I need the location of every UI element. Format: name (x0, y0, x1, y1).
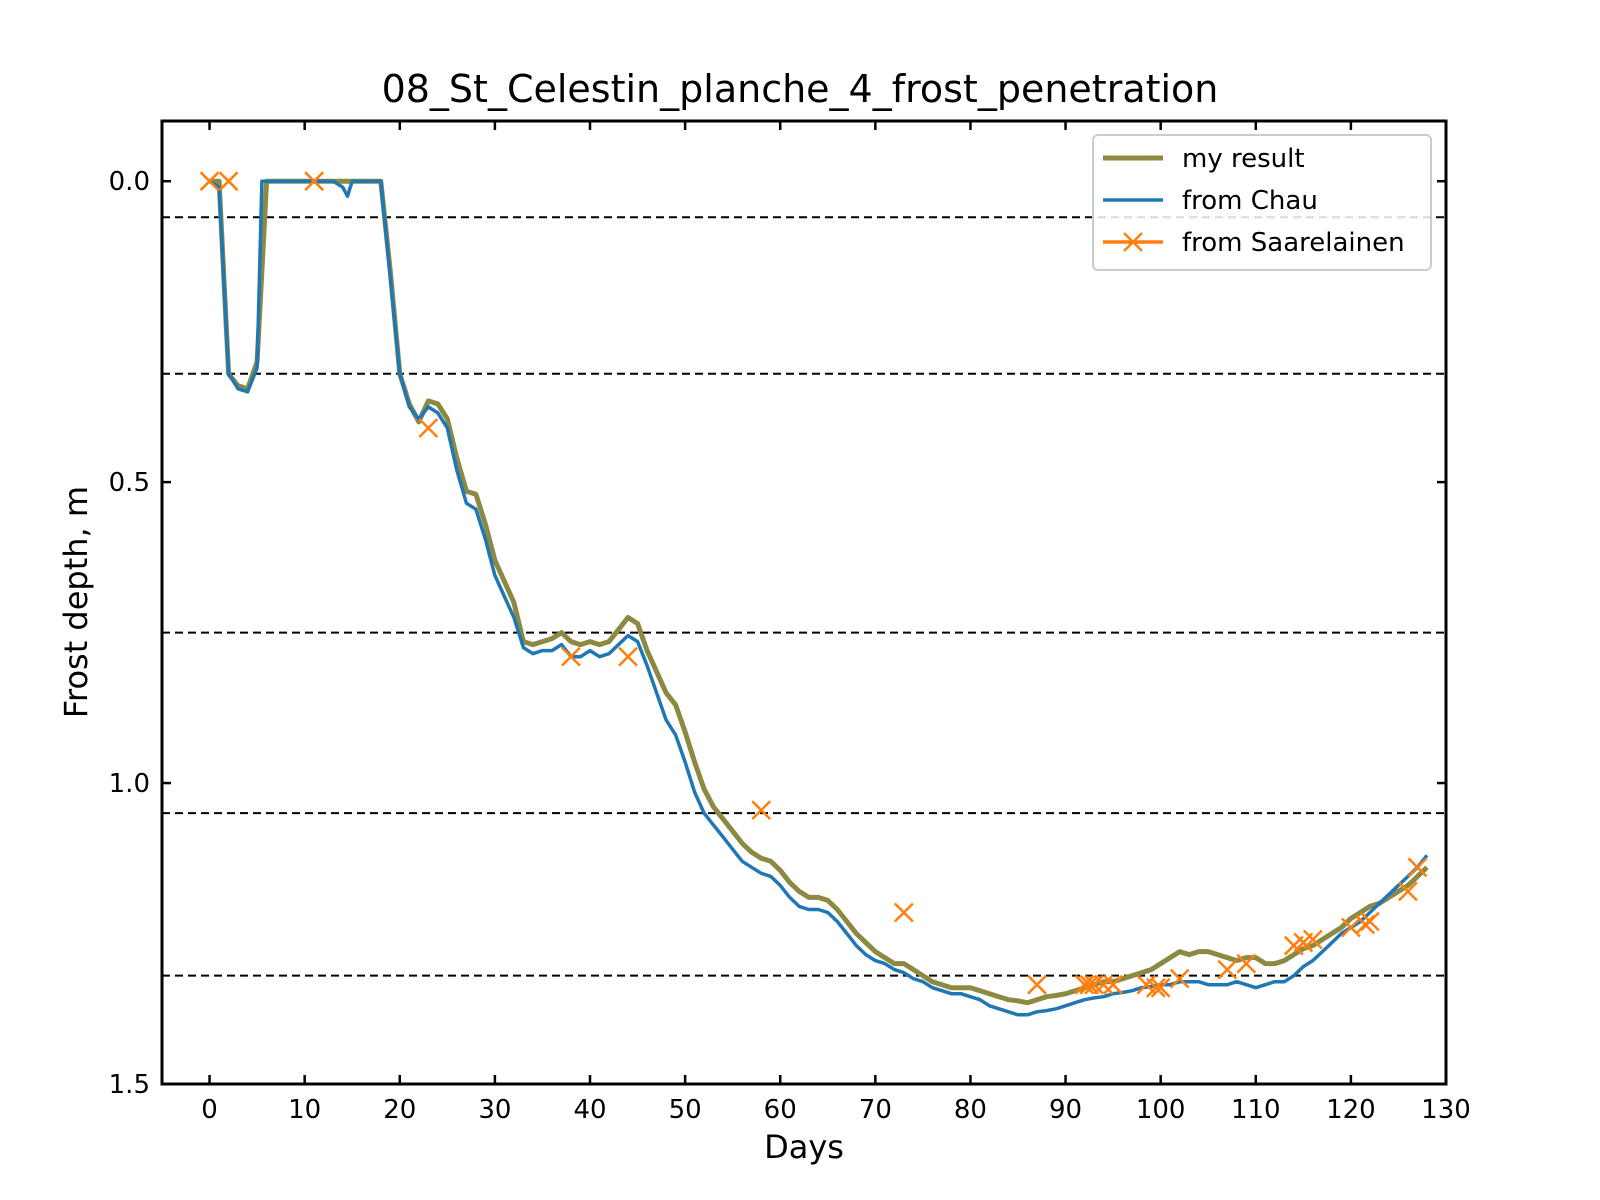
marker-stroke (1146, 977, 1166, 998)
legend-marker-from-saarelainen (1123, 232, 1143, 252)
series-line-from-chau (208, 179, 1429, 1017)
series-point-from-saarelainen (1360, 911, 1380, 932)
marker-stroke (893, 902, 914, 923)
marker-stroke (1360, 911, 1380, 932)
marker-stroke (1169, 968, 1190, 989)
x-tick-label: 30 (478, 1095, 511, 1125)
x-tick-label: 40 (573, 1095, 606, 1125)
x-tick-label: 110 (1231, 1095, 1281, 1125)
marker-stroke (618, 646, 638, 667)
marker-stroke (1027, 974, 1047, 995)
marker-stroke (1123, 232, 1143, 252)
legend-label-my-result: my result (1182, 144, 1305, 174)
legend-box (1092, 134, 1432, 271)
series-point-from-saarelainen (1027, 974, 1047, 995)
marker-stroke (1079, 974, 1100, 995)
marker-stroke (1103, 974, 1123, 995)
series-point-from-saarelainen (751, 800, 772, 821)
legend-label-from-chau: from Chau (1182, 186, 1318, 216)
series-point-from-saarelainen (218, 171, 239, 192)
series-point-from-saarelainen (1084, 974, 1104, 995)
x-tick-label: 60 (764, 1095, 797, 1125)
series-point-from-saarelainen (1302, 929, 1323, 950)
series-layer (199, 171, 1429, 1017)
chart-title: 08_St_Celestin_planche_4_frost_penetrati… (382, 67, 1219, 111)
legend-items: my result from Chau from Saarelainen (1103, 144, 1405, 258)
legend: my result from Chau from Saarelainen (1092, 134, 1432, 271)
marker-stroke (1407, 857, 1428, 878)
series-point-from-saarelainen (1169, 968, 1190, 989)
marker-stroke (1302, 929, 1323, 950)
x-tick-label: 50 (669, 1095, 702, 1125)
series-point-from-saarelainen (893, 902, 914, 923)
x-tick-label: 0 (201, 1095, 218, 1125)
marker-stroke (304, 171, 325, 192)
series-point-from-saarelainen (1407, 857, 1428, 878)
marker-stroke (1217, 959, 1238, 980)
x-tick-label: 90 (1049, 1095, 1082, 1125)
marker-stroke (1074, 974, 1095, 995)
series-point-from-saarelainen (1074, 974, 1095, 995)
y-axis-ticks: 0.0 0.5 1.0 1.5 (109, 167, 1446, 1100)
marker-stroke (1084, 974, 1104, 995)
marker-stroke (561, 646, 581, 667)
plot-frame (160, 119, 1448, 1086)
marker-stroke (418, 418, 439, 438)
y-axis-label: Frost depth, m (57, 486, 95, 718)
y-tick-label: 1.0 (109, 769, 150, 799)
legend-label-from-saarelainen: from Saarelainen (1182, 228, 1405, 258)
x-tick-label: 70 (859, 1095, 892, 1125)
series-point-from-saarelainen (1217, 959, 1238, 980)
series-point-from-saarelainen (199, 171, 220, 192)
x-tick-label: 10 (288, 1095, 321, 1125)
y-tick-label: 1.5 (109, 1070, 150, 1100)
marker-stroke (1398, 881, 1418, 902)
marker-stroke (1150, 977, 1171, 998)
x-tick-label: 20 (383, 1095, 416, 1125)
x-tick-label: 80 (954, 1095, 987, 1125)
marker-stroke (199, 171, 220, 192)
series-point-from-saarelainen (1146, 977, 1166, 998)
series-point-from-saarelainen (1150, 977, 1171, 998)
x-tick-label: 120 (1326, 1095, 1376, 1125)
series-point-from-saarelainen (418, 418, 439, 438)
series-point-from-saarelainen (1093, 974, 1114, 995)
marker-stroke (1236, 953, 1257, 974)
series-point-from-saarelainen (1236, 953, 1257, 974)
y-tick-label: 0.5 (109, 468, 150, 498)
series-point-from-saarelainen (304, 171, 325, 192)
x-tick-label: 100 (1136, 1095, 1186, 1125)
marker-stroke (1341, 917, 1361, 938)
series-point-from-saarelainen (1079, 974, 1100, 995)
marker-stroke (218, 171, 239, 192)
series-point-from-saarelainen (1103, 974, 1123, 995)
series-point-from-saarelainen (618, 646, 638, 667)
marker-stroke (1093, 974, 1114, 995)
series-point-from-saarelainen (1398, 881, 1418, 902)
x-tick-label: 130 (1421, 1095, 1471, 1125)
x-axis-ticks: 0 10 20 30 40 50 60 70 80 90 100 110 120 130 (201, 121, 1471, 1125)
y-tick-label: 0.0 (109, 167, 150, 197)
x-axis-label: Days (764, 1128, 844, 1166)
series-point-from-saarelainen (561, 646, 581, 667)
marker-stroke (751, 800, 772, 821)
